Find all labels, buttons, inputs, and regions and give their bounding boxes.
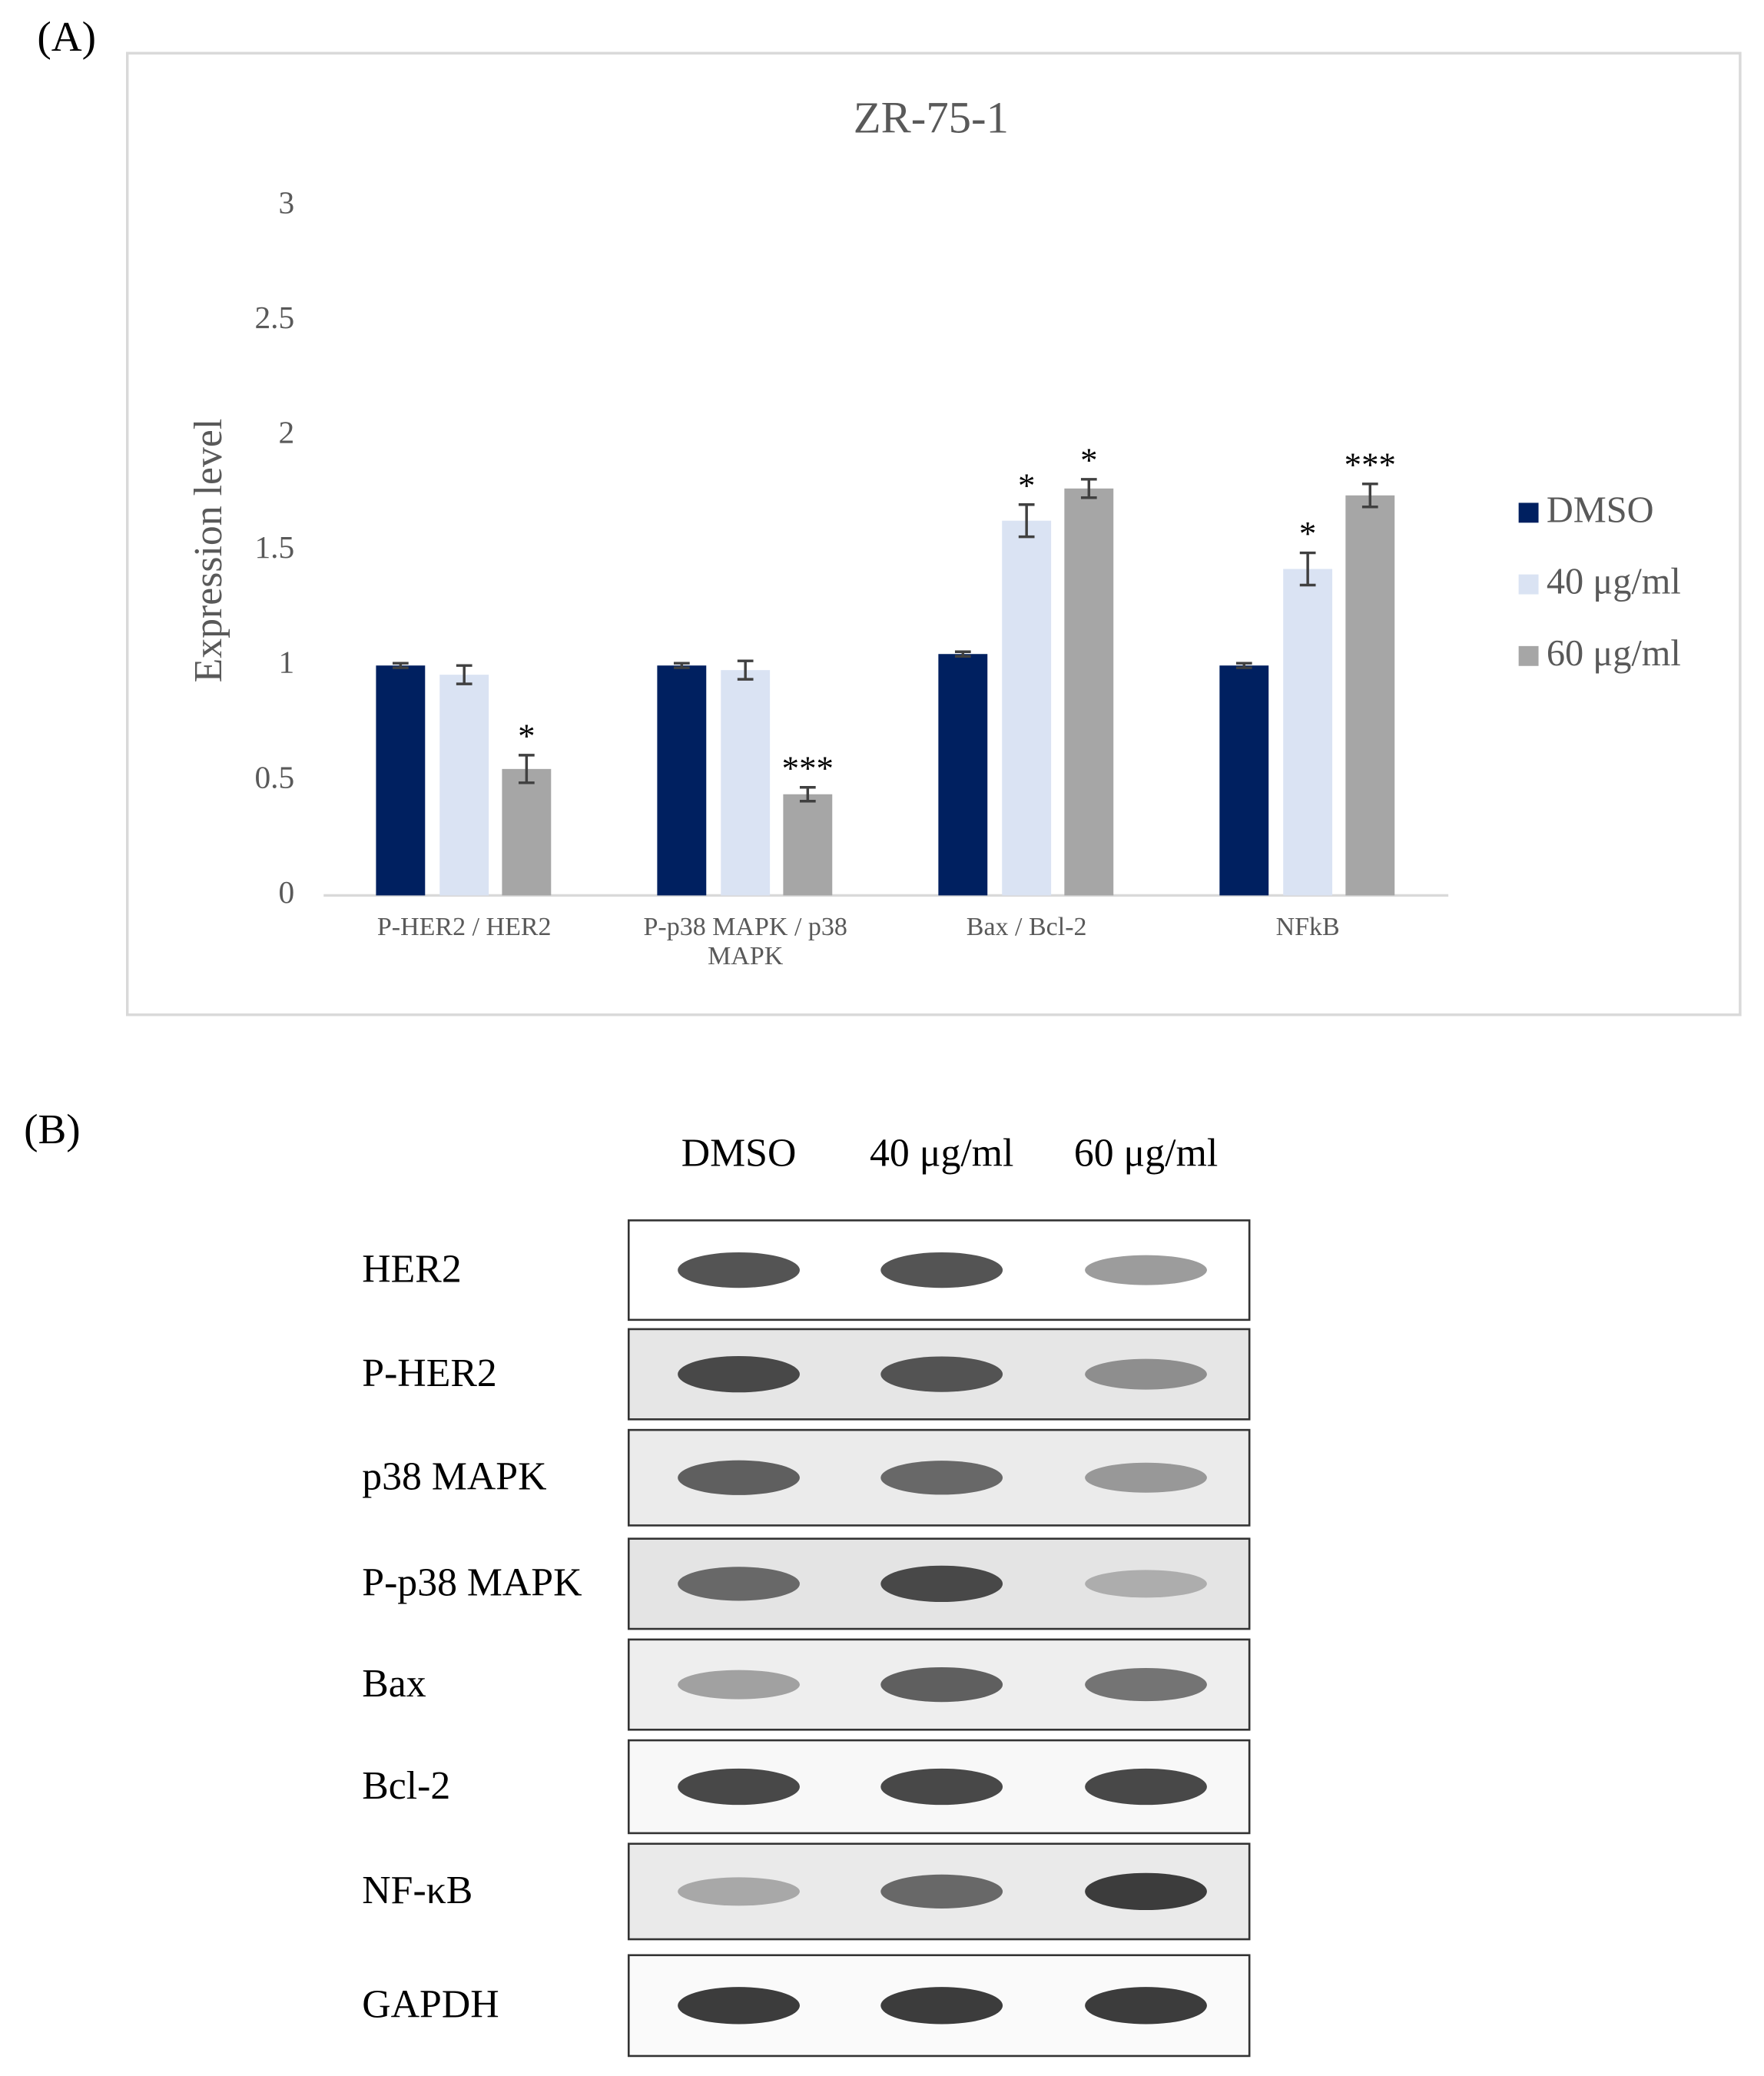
bar — [376, 665, 426, 896]
blot-band — [678, 1987, 800, 2025]
y-tick-label: 1 — [279, 645, 295, 680]
y-tick-label: 3 — [279, 184, 295, 220]
legend-swatch — [1518, 574, 1539, 595]
blot-band — [1085, 1462, 1207, 1493]
blot-band — [880, 1252, 1003, 1288]
blot-band — [880, 1565, 1003, 1603]
blot-band — [880, 1768, 1003, 1806]
bar — [783, 794, 833, 896]
y-tick-label: 2.5 — [254, 300, 294, 335]
legend-swatch — [1518, 502, 1539, 523]
row-label: Bcl-2 — [362, 1764, 450, 1808]
bar — [502, 768, 552, 896]
legend-label: DMSO — [1547, 489, 1654, 530]
bar — [439, 675, 489, 896]
blot-band — [678, 1768, 800, 1806]
significance-label: *** — [1345, 445, 1396, 483]
bar — [1345, 495, 1395, 896]
blot-band — [880, 1666, 1003, 1703]
y-axis-label: Expression level — [187, 419, 230, 683]
legend-swatch — [1518, 645, 1539, 666]
bar — [657, 665, 707, 896]
significance-label: * — [1080, 440, 1097, 479]
x-tick-label: P-HER2 / HER2 — [376, 912, 552, 941]
y-tick-label: 2 — [279, 414, 295, 449]
blot-band — [1085, 1987, 1207, 2025]
row-label: Bax — [362, 1662, 426, 1706]
lane-label: DMSO — [681, 1131, 797, 1175]
lane-label: 40 μg/ml — [870, 1131, 1013, 1175]
significance-label: * — [518, 717, 535, 755]
bar — [1283, 569, 1333, 896]
blot-band — [1085, 1872, 1207, 1911]
y-tick-label: 1.5 — [254, 529, 294, 565]
blot-band — [678, 1670, 800, 1700]
lane-label: 60 μg/ml — [1074, 1131, 1218, 1175]
blot-band — [880, 1874, 1003, 1909]
blot-band — [678, 1355, 800, 1393]
bar — [1219, 665, 1269, 896]
row-label: P-p38 MAPK — [362, 1561, 582, 1605]
panel-label: (B) — [24, 1106, 81, 1152]
blot-band — [1085, 1668, 1207, 1702]
x-tick-label: Bax / Bcl-2 — [966, 912, 1087, 941]
row-label: HER2 — [362, 1247, 461, 1291]
bar — [1002, 520, 1052, 896]
row-label: NF-κB — [362, 1869, 472, 1912]
blot-band — [678, 1877, 800, 1906]
significance-label: * — [1018, 466, 1035, 504]
blot-band — [1085, 1768, 1207, 1806]
panel-label: (A) — [37, 13, 96, 60]
blot-band — [1085, 1255, 1207, 1285]
bar — [938, 654, 988, 896]
blot-band — [880, 1461, 1003, 1495]
chart-title: ZR-75-1 — [854, 92, 1009, 142]
chart-frame — [126, 51, 1742, 1016]
legend-label: 40 μg/ml — [1547, 562, 1681, 602]
x-tick-label: NFkB — [1275, 912, 1340, 941]
row-label: p38 MAPK — [362, 1455, 546, 1499]
blot-band — [678, 1460, 800, 1495]
bar — [721, 670, 771, 896]
row-label: GAPDH — [362, 1983, 499, 2027]
x-tick-label: P-p38 MAPK / p38 MAPK — [643, 912, 847, 970]
significance-label: * — [1299, 514, 1316, 552]
legend-label: 60 μg/ml — [1547, 633, 1681, 674]
bar — [1064, 488, 1114, 896]
blot-band — [1085, 1570, 1207, 1598]
row-label: P-HER2 — [362, 1351, 496, 1395]
y-tick-label: 0 — [279, 874, 295, 910]
blot-band — [678, 1252, 800, 1288]
blot-band — [880, 1987, 1003, 2025]
y-tick-label: 0.5 — [254, 759, 294, 794]
significance-label: *** — [782, 748, 834, 787]
blot-band — [1085, 1358, 1207, 1390]
blot-band — [880, 1356, 1003, 1392]
blot-band — [678, 1567, 800, 1601]
